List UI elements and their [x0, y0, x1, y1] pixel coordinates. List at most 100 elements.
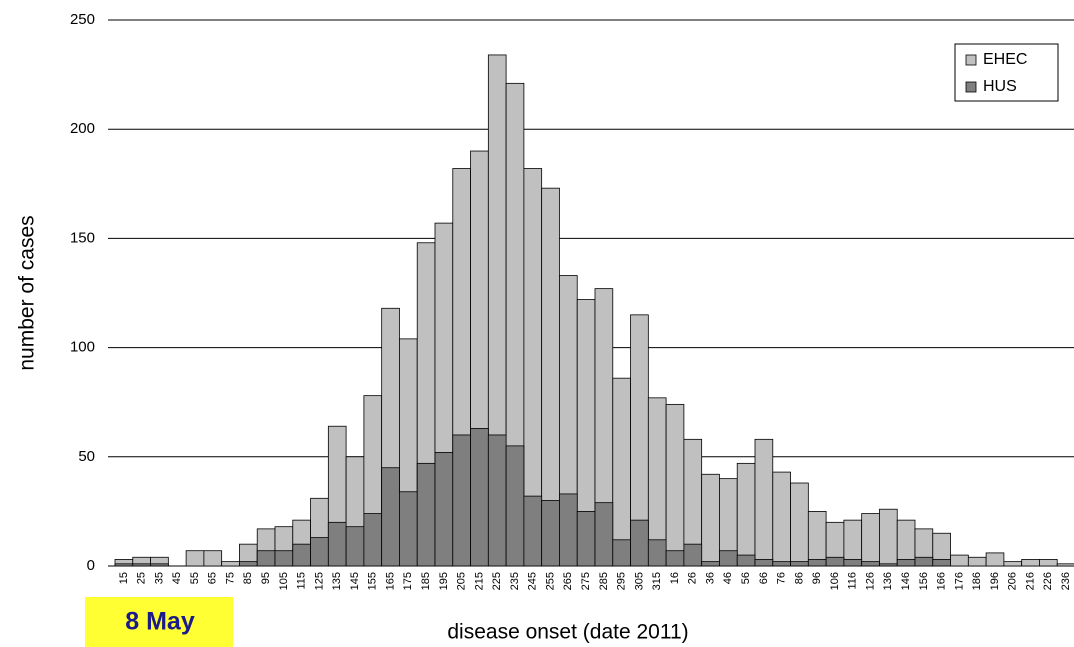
x-tick-label: 295 — [616, 572, 628, 590]
y-tick-label: 50 — [78, 448, 95, 465]
bar — [132, 563, 151, 567]
bar — [612, 539, 631, 567]
bar — [701, 561, 720, 567]
x-tick-label: 176 — [953, 572, 965, 590]
bar — [505, 445, 525, 567]
bar — [185, 550, 205, 567]
bar — [879, 508, 898, 567]
bar — [790, 561, 809, 567]
bar — [381, 467, 400, 567]
bar — [256, 550, 276, 567]
x-tick-label: 315 — [651, 572, 663, 590]
x-tick-label: 145 — [349, 572, 361, 590]
x-tick-label: 46 — [722, 572, 734, 584]
x-tick-label: 125 — [313, 572, 325, 590]
bar — [487, 434, 507, 567]
bar — [772, 471, 791, 567]
x-axis-label: disease onset (date 2011) — [447, 621, 688, 644]
bar — [239, 561, 258, 567]
x-tick-label: 45 — [171, 572, 183, 584]
x-tick-label: 15 — [118, 572, 130, 584]
bar — [879, 563, 898, 567]
x-tick-label: 55 — [189, 572, 201, 584]
bar — [1003, 561, 1023, 567]
x-tick-label: 36 — [704, 572, 716, 584]
x-tick-label: 156 — [918, 572, 930, 590]
bar — [559, 493, 578, 567]
bar — [861, 513, 880, 567]
bar — [416, 462, 436, 567]
x-tick-label: 136 — [882, 572, 894, 590]
bar — [630, 519, 649, 567]
bar — [345, 526, 365, 567]
bar — [274, 550, 294, 567]
x-tick-label: 116 — [847, 572, 859, 590]
bar — [683, 543, 703, 567]
x-tick-label: 226 — [1042, 572, 1054, 590]
x-tick-label: 186 — [971, 572, 983, 590]
x-tick-label: 85 — [242, 572, 254, 584]
x-tick-label: 245 — [527, 572, 539, 590]
bar — [843, 559, 863, 567]
bar — [114, 563, 134, 567]
y-tick-label: 150 — [70, 229, 95, 246]
bar — [825, 556, 845, 567]
y-axis-label: number of cases — [16, 215, 39, 370]
bar — [399, 491, 418, 567]
bar — [914, 556, 934, 567]
x-tick-label: 235 — [509, 572, 521, 590]
bar — [292, 543, 311, 567]
bar — [861, 561, 880, 567]
legend-label: HUS — [983, 78, 1017, 95]
y-tick-label: 100 — [70, 339, 95, 356]
x-tick-label: 76 — [776, 572, 788, 584]
bar — [807, 559, 827, 567]
bar — [896, 559, 916, 567]
bar — [932, 559, 951, 567]
x-tick-label: 146 — [900, 572, 912, 590]
bar — [203, 550, 223, 567]
bar — [736, 462, 756, 567]
bar — [790, 482, 809, 567]
bar — [541, 500, 560, 567]
bar — [772, 561, 791, 567]
x-tick-label: 115 — [296, 572, 308, 590]
x-tick-label: 205 — [456, 572, 468, 590]
bar — [665, 403, 685, 567]
bar — [363, 513, 383, 567]
legend-swatch — [965, 81, 977, 93]
x-tick-label: 96 — [811, 572, 823, 584]
bar — [1056, 563, 1074, 567]
x-tick-label: 26 — [687, 572, 699, 584]
bar — [452, 434, 471, 567]
x-tick-label: 166 — [936, 572, 948, 590]
x-tick-label: 236 — [1060, 572, 1072, 590]
x-tick-label: 155 — [367, 572, 379, 590]
x-tick-label: 265 — [562, 572, 574, 590]
bar — [434, 452, 454, 567]
x-tick-label: 255 — [544, 572, 556, 590]
bar — [719, 550, 738, 567]
annotation: 8 May — [125, 608, 195, 636]
x-tick-label: 106 — [829, 572, 841, 590]
x-tick-label: 126 — [864, 572, 876, 590]
bar — [1039, 559, 1058, 567]
y-tick-label: 200 — [70, 120, 95, 137]
bar — [327, 521, 347, 567]
x-tick-label: 185 — [420, 572, 432, 590]
x-tick-label: 275 — [580, 572, 592, 590]
bar — [310, 537, 329, 567]
legend-swatch — [965, 54, 977, 66]
x-tick-label: 95 — [260, 572, 272, 584]
x-tick-label: 86 — [793, 572, 805, 584]
x-tick-label: 16 — [669, 572, 681, 584]
x-tick-label: 225 — [491, 572, 503, 590]
bar — [950, 554, 969, 567]
x-tick-label: 135 — [331, 572, 343, 590]
annotation-box — [85, 597, 233, 647]
x-tick-label: 196 — [989, 572, 1001, 590]
x-tick-label: 215 — [473, 572, 485, 590]
bar — [523, 495, 543, 567]
bar — [807, 510, 827, 567]
